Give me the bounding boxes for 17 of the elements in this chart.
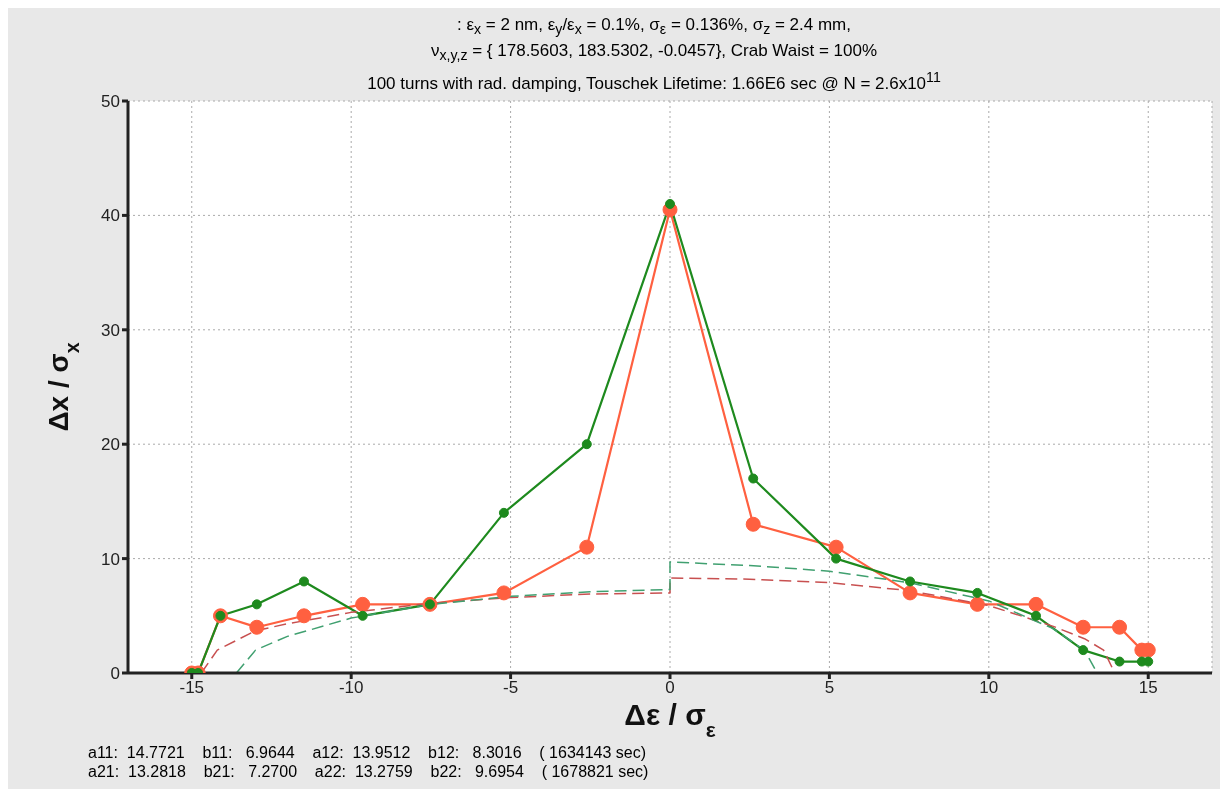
y-tick-label: 10 bbox=[101, 550, 120, 570]
y-tick-label: 50 bbox=[101, 92, 120, 112]
x-axis-title: Δε / σ$_{ε}$ bbox=[624, 698, 716, 741]
x-tick-label: 5 bbox=[824, 678, 835, 698]
y-tick-label: 20 bbox=[101, 435, 120, 455]
chart-title: : ε$_{x}$ = 2 nm, ε$_{y}$/ε$_{x}$ = 0.1%, σ$_{ε}$ = 0.136%, σ$_{z}$ = 2.4 mm, ν$_{x,y,z}$ = { 178.5603, 183.5302, -0.0457}, Crab Waist = 100% 100 turns with rad. damping, Touschek Lifetime: 1.66E6 sec @ N = 2.6x10$^{11}$ bbox=[367, 15, 941, 93]
text: a11: 14.7721 b11: 6.9644 a12: 13.9512 b12: 8.3016 ( 1634143 sec) bbox=[88, 743, 648, 763]
y-tick-label: 0 bbox=[110, 664, 120, 684]
x-tick-label: 15 bbox=[1138, 678, 1158, 698]
y-tick-label: 40 bbox=[101, 206, 120, 226]
x-tick-label: 0 bbox=[665, 678, 675, 698]
x-tick-label: -15 bbox=[179, 678, 205, 698]
y-tick-label: 30 bbox=[101, 321, 120, 341]
text: a21: 13.2818 b21: 7.2700 a22: 13.2759 b22: 9.6954 ( 1678821 sec) bbox=[88, 762, 650, 782]
x-tick-label: -5 bbox=[503, 678, 519, 698]
x-tick-label: -10 bbox=[338, 678, 364, 698]
x-tick-label: 10 bbox=[979, 678, 999, 698]
